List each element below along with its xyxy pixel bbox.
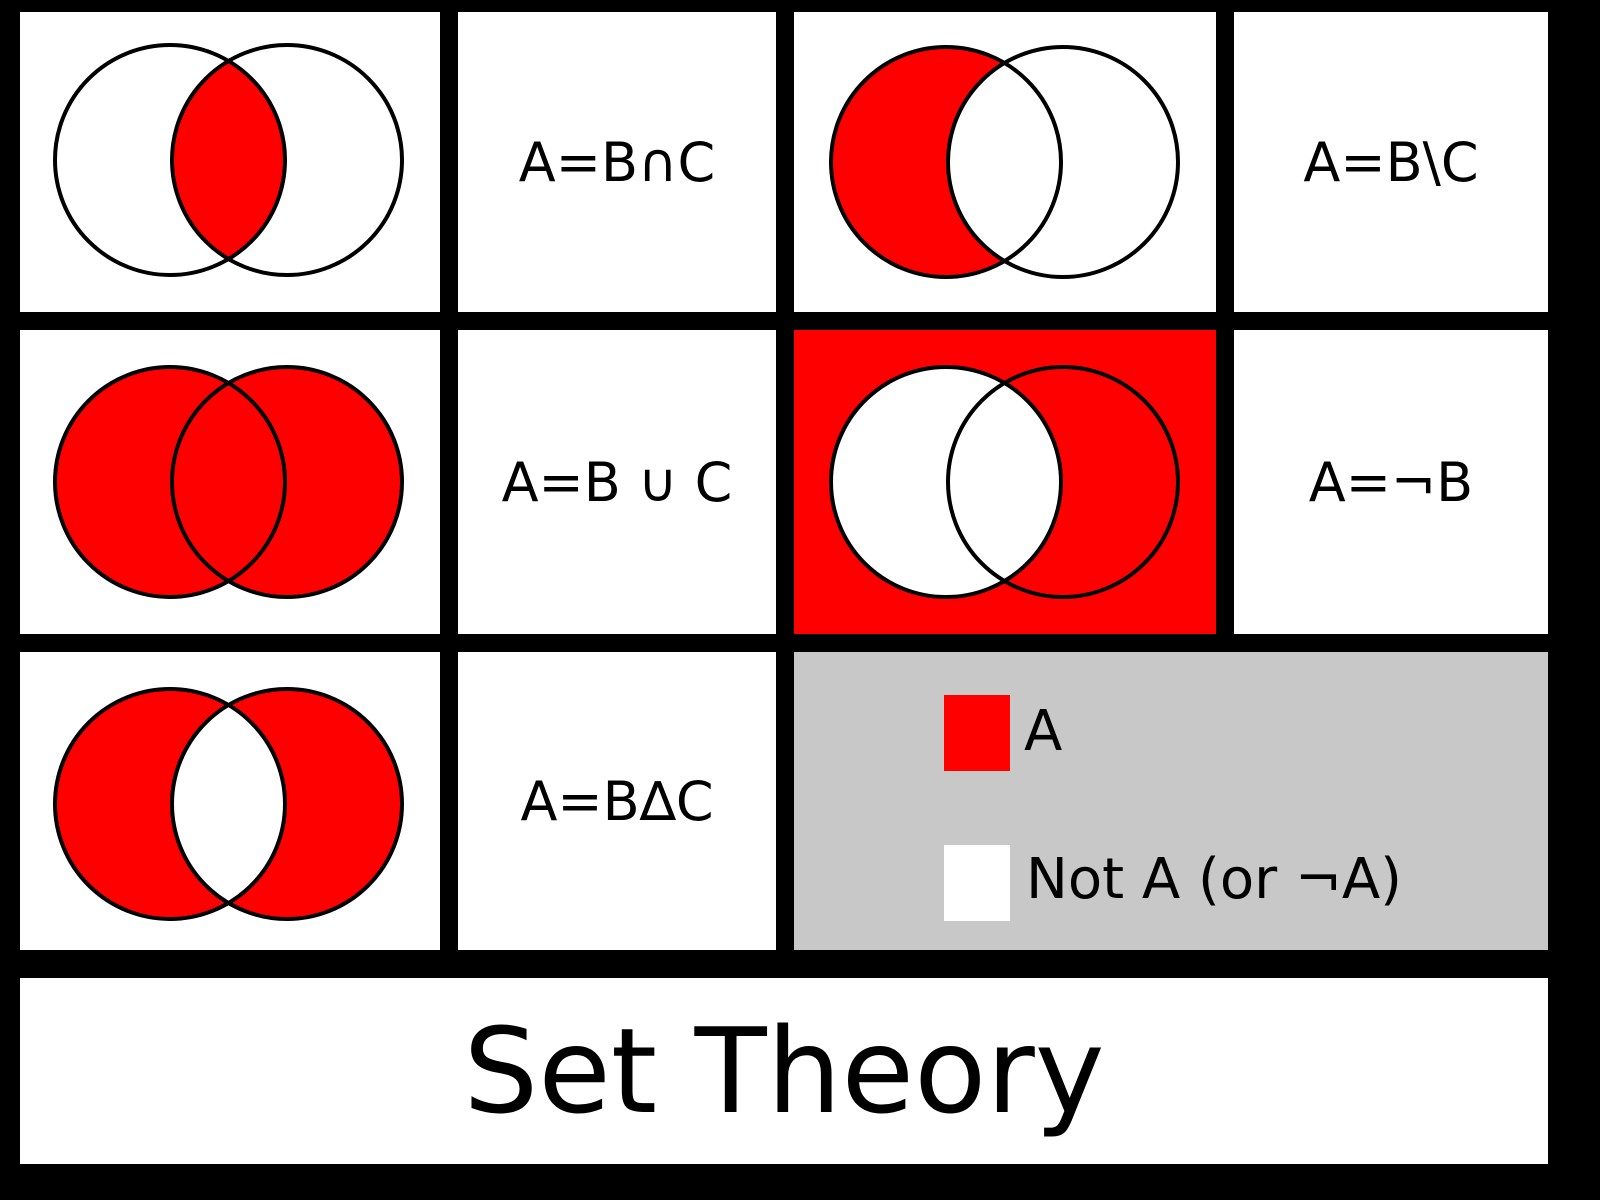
set-b-circle xyxy=(53,43,287,277)
venn-intersection-cell xyxy=(20,12,440,312)
set-c-circle xyxy=(946,45,1180,279)
set-c-circle xyxy=(946,365,1180,599)
intersection-formula: A=B∩C xyxy=(518,130,716,194)
intersection-region xyxy=(172,45,285,275)
symmetric-difference-formula: A=B∆C xyxy=(520,769,714,833)
set-b-circle xyxy=(829,365,1063,599)
venn-union-cell xyxy=(20,330,440,634)
title-panel: Set Theory xyxy=(20,978,1548,1164)
set-b-circle xyxy=(53,365,287,599)
legend-label-a: A xyxy=(1024,699,1063,764)
legend-swatch-not-a xyxy=(944,845,1010,921)
set-c-circle xyxy=(170,687,404,921)
set-b-circle xyxy=(829,45,1063,279)
complement-formula: A=¬B xyxy=(1308,450,1474,514)
venn-symmetric-difference-diagram xyxy=(53,687,404,921)
venn-complement-cell xyxy=(794,330,1216,634)
complement-label-cell: A=¬B xyxy=(1234,330,1548,634)
intersection-label-cell: A=B∩C xyxy=(458,12,776,312)
venn-symmetric-difference-cell xyxy=(20,652,440,950)
legend-swatch-a xyxy=(944,695,1010,771)
union-label-cell: A=B ∪ C xyxy=(458,330,776,634)
union-formula: A=B ∪ C xyxy=(501,450,733,514)
legend: A Not A (or ¬A) xyxy=(794,652,1548,950)
difference-formula: A=B\C xyxy=(1303,130,1479,194)
venn-complement-diagram xyxy=(829,365,1180,599)
venn-difference-cell xyxy=(794,12,1216,312)
excluded-intersection xyxy=(172,689,285,919)
venn-intersection-diagram xyxy=(53,43,404,277)
set-b-circle xyxy=(53,687,287,921)
page-title: Set Theory xyxy=(463,1002,1105,1140)
set-c-circle xyxy=(170,43,404,277)
difference-label-cell: A=B\C xyxy=(1234,12,1548,312)
venn-union-diagram xyxy=(53,365,404,599)
legend-label-not-a: Not A (or ¬A) xyxy=(1026,847,1403,912)
set-c-circle xyxy=(170,365,404,599)
venn-difference-diagram xyxy=(829,45,1180,279)
symmetric-difference-label-cell: A=B∆C xyxy=(458,652,776,950)
